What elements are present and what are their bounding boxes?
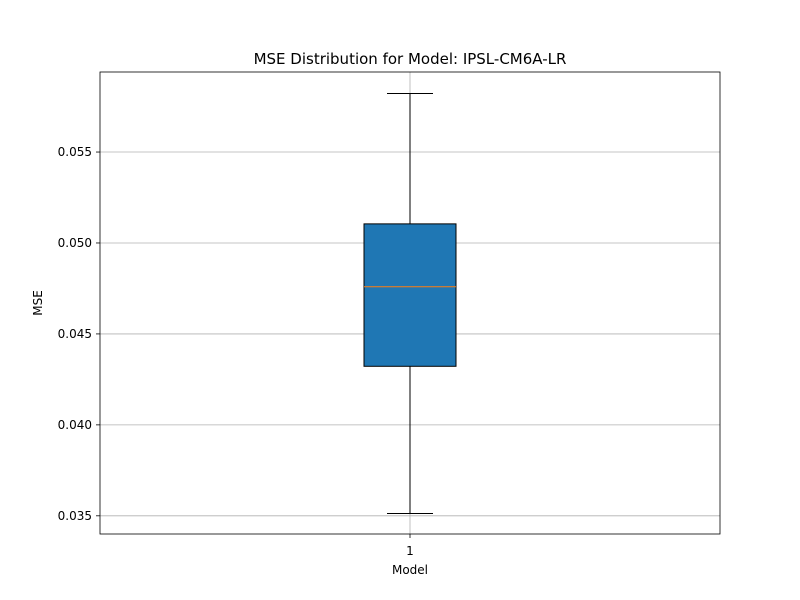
axis-ticks: 0.035 0.040 0.045 0.050 0.055 1 [58,145,414,558]
y-tick-label: 0.050 [58,236,92,250]
chart-title: MSE Distribution for Model: IPSL-CM6A-LR [254,50,567,68]
y-tick-label: 0.045 [58,327,92,341]
box-plot-marks [363,92,457,514]
y-tick-label: 0.055 [58,145,92,159]
y-tick-label: 0.040 [58,418,92,432]
x-axis-label: Model [392,563,428,577]
x-tick-label: 1 [406,544,414,558]
y-axis-label: MSE [31,290,45,316]
y-tick-label: 0.035 [58,509,92,523]
interquartile-box [363,223,457,367]
